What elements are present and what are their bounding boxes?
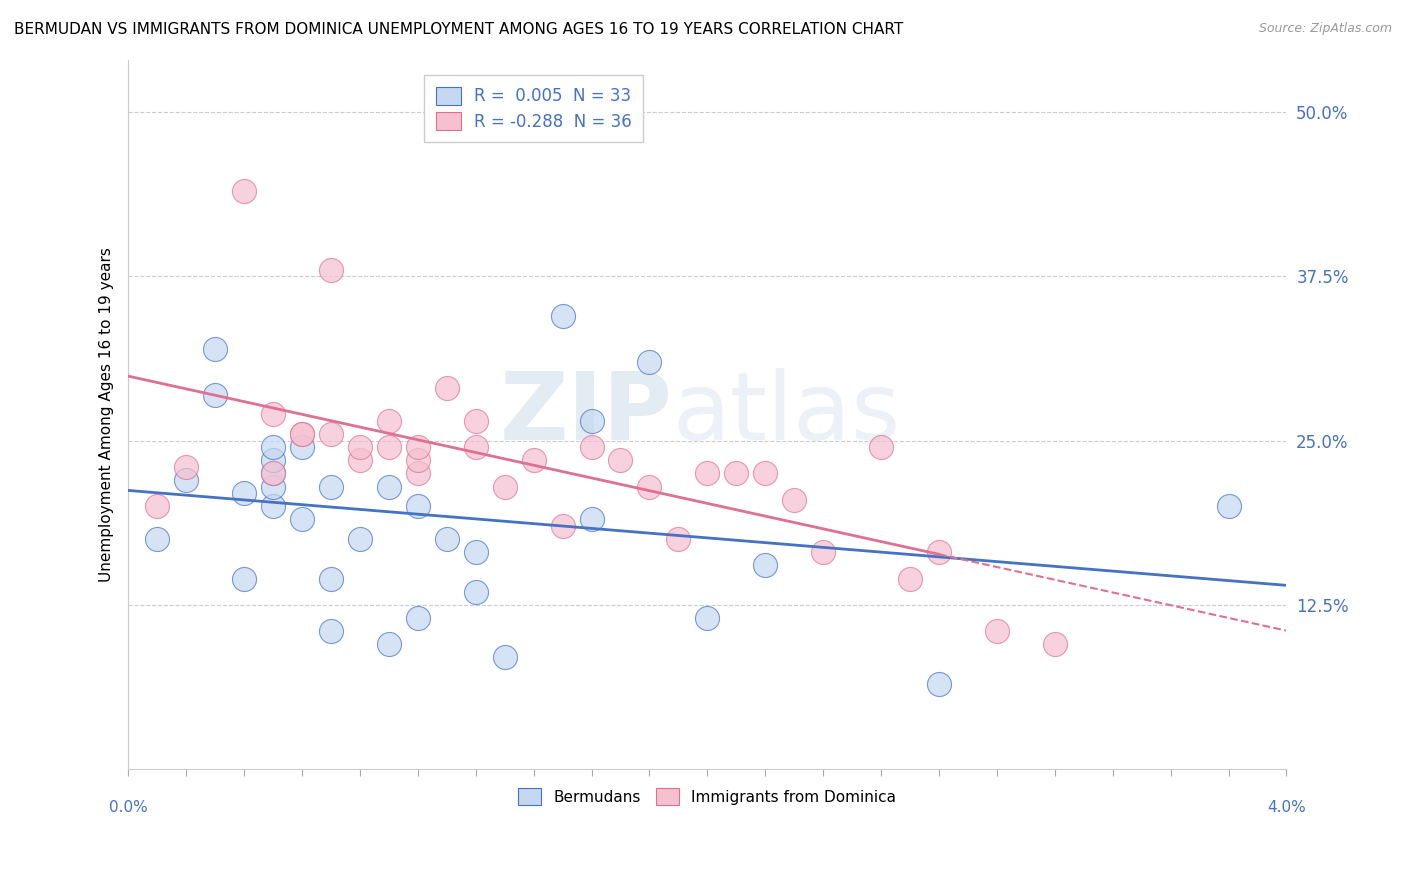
Point xyxy=(262,467,284,481)
Point xyxy=(436,532,458,546)
Point xyxy=(349,440,371,454)
Point xyxy=(291,440,314,454)
Point xyxy=(378,414,401,428)
Point xyxy=(378,637,401,651)
Point xyxy=(406,500,429,514)
Point xyxy=(319,572,342,586)
Point xyxy=(609,453,631,467)
Point xyxy=(464,414,486,428)
Point xyxy=(262,479,284,493)
Point xyxy=(349,453,371,467)
Point xyxy=(870,440,893,454)
Point xyxy=(378,440,401,454)
Point xyxy=(551,309,574,323)
Point xyxy=(233,184,256,198)
Point xyxy=(406,453,429,467)
Point xyxy=(464,584,486,599)
Point xyxy=(291,427,314,442)
Point xyxy=(204,387,226,401)
Point xyxy=(291,512,314,526)
Point xyxy=(696,611,718,625)
Point xyxy=(754,467,776,481)
Y-axis label: Unemployment Among Ages 16 to 19 years: Unemployment Among Ages 16 to 19 years xyxy=(100,247,114,582)
Point xyxy=(291,427,314,442)
Point xyxy=(1043,637,1066,651)
Point xyxy=(378,479,401,493)
Point xyxy=(638,355,661,369)
Point xyxy=(754,558,776,573)
Point xyxy=(581,512,603,526)
Point xyxy=(523,453,546,467)
Point xyxy=(494,650,516,665)
Point xyxy=(725,467,748,481)
Point xyxy=(464,440,486,454)
Point xyxy=(696,467,718,481)
Point xyxy=(262,407,284,421)
Point xyxy=(668,532,690,546)
Point xyxy=(638,479,661,493)
Point xyxy=(898,572,921,586)
Point xyxy=(928,676,950,690)
Point xyxy=(811,545,834,559)
Text: 4.0%: 4.0% xyxy=(1267,799,1306,814)
Point xyxy=(406,467,429,481)
Point xyxy=(146,500,169,514)
Point xyxy=(464,545,486,559)
Point xyxy=(174,473,197,487)
Point xyxy=(262,453,284,467)
Point xyxy=(581,414,603,428)
Point xyxy=(928,545,950,559)
Point xyxy=(349,532,371,546)
Point xyxy=(783,492,806,507)
Point xyxy=(406,611,429,625)
Point xyxy=(262,440,284,454)
Text: BERMUDAN VS IMMIGRANTS FROM DOMINICA UNEMPLOYMENT AMONG AGES 16 TO 19 YEARS CORR: BERMUDAN VS IMMIGRANTS FROM DOMINICA UNE… xyxy=(14,22,903,37)
Text: 0.0%: 0.0% xyxy=(108,799,148,814)
Point xyxy=(1218,500,1240,514)
Point xyxy=(551,519,574,533)
Point xyxy=(233,572,256,586)
Text: ZIP: ZIP xyxy=(499,368,672,460)
Point xyxy=(262,500,284,514)
Point xyxy=(986,624,1008,638)
Point xyxy=(204,342,226,356)
Point xyxy=(233,486,256,500)
Legend: Bermudans, Immigrants from Dominica: Bermudans, Immigrants from Dominica xyxy=(512,782,903,811)
Text: atlas: atlas xyxy=(672,368,901,460)
Point xyxy=(406,440,429,454)
Text: Source: ZipAtlas.com: Source: ZipAtlas.com xyxy=(1258,22,1392,36)
Point xyxy=(494,479,516,493)
Point xyxy=(146,532,169,546)
Point xyxy=(436,381,458,395)
Point xyxy=(174,459,197,474)
Point xyxy=(319,262,342,277)
Point xyxy=(319,479,342,493)
Point xyxy=(581,440,603,454)
Point xyxy=(319,427,342,442)
Point xyxy=(319,624,342,638)
Point xyxy=(262,467,284,481)
